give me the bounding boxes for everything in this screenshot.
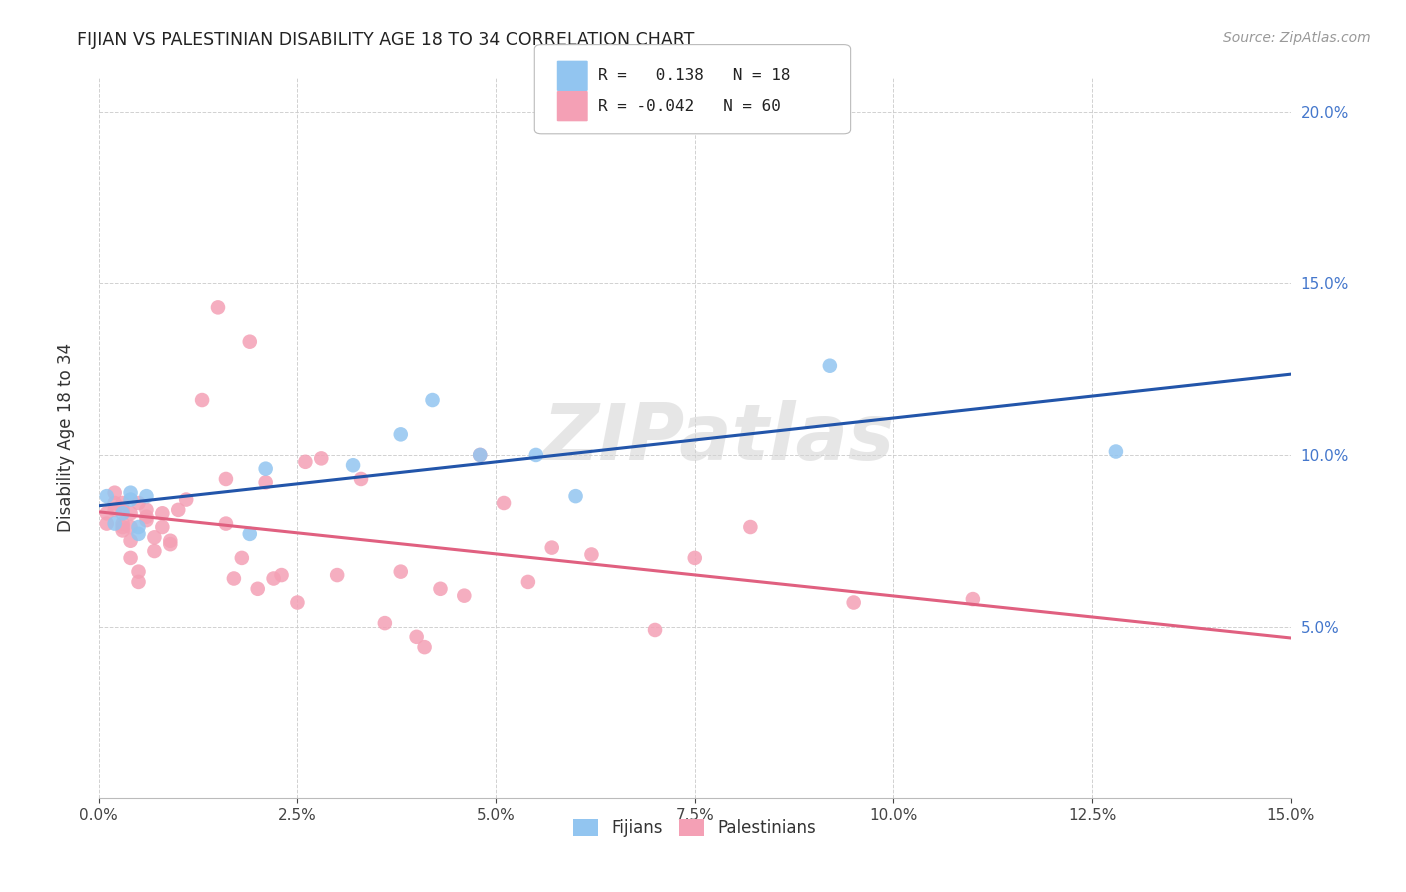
- Point: [429, 582, 451, 596]
- Point: [111, 520, 134, 534]
- Point: [492, 496, 515, 510]
- Point: [644, 623, 666, 637]
- Point: [128, 574, 150, 589]
- Point: [215, 472, 238, 486]
- Point: [135, 509, 157, 524]
- Point: [159, 533, 181, 548]
- Point: [96, 506, 118, 520]
- Point: [104, 496, 127, 510]
- Point: [962, 592, 984, 607]
- Point: [111, 503, 134, 517]
- Point: [263, 572, 285, 586]
- Point: [818, 359, 841, 373]
- Point: [104, 516, 127, 531]
- Point: [413, 640, 436, 654]
- Point: [135, 489, 157, 503]
- Point: [740, 520, 762, 534]
- Point: [111, 506, 134, 520]
- Point: [143, 530, 166, 544]
- Point: [120, 520, 142, 534]
- Point: [150, 506, 173, 520]
- Point: [191, 392, 214, 407]
- Point: [128, 520, 150, 534]
- Point: [374, 616, 396, 631]
- Point: [422, 392, 444, 407]
- Point: [215, 516, 238, 531]
- Point: [254, 475, 277, 490]
- Point: [524, 448, 547, 462]
- Point: [104, 503, 127, 517]
- Text: R = -0.042   N = 60: R = -0.042 N = 60: [598, 99, 780, 113]
- Point: [470, 448, 492, 462]
- Point: [96, 516, 118, 531]
- Point: [246, 582, 269, 596]
- Point: [1105, 444, 1128, 458]
- Y-axis label: Disability Age 18 to 34: Disability Age 18 to 34: [58, 343, 75, 533]
- Point: [326, 568, 349, 582]
- Point: [294, 455, 316, 469]
- Point: [104, 485, 127, 500]
- Point: [159, 537, 181, 551]
- Point: [231, 550, 253, 565]
- Point: [128, 527, 150, 541]
- Point: [405, 630, 427, 644]
- Point: [564, 489, 586, 503]
- Point: [174, 492, 197, 507]
- Point: [120, 506, 142, 520]
- Point: [311, 451, 333, 466]
- Point: [143, 544, 166, 558]
- Point: [842, 595, 865, 609]
- Point: [239, 527, 262, 541]
- Point: [120, 485, 142, 500]
- Point: [239, 334, 262, 349]
- Point: [120, 492, 142, 507]
- Text: Source: ZipAtlas.com: Source: ZipAtlas.com: [1223, 31, 1371, 45]
- Point: [222, 572, 245, 586]
- Point: [581, 548, 603, 562]
- Point: [540, 541, 562, 555]
- Point: [350, 472, 373, 486]
- Point: [96, 489, 118, 503]
- Text: R =   0.138   N = 18: R = 0.138 N = 18: [598, 69, 790, 83]
- Point: [120, 533, 142, 548]
- Text: ZIPatlas: ZIPatlas: [543, 400, 894, 475]
- Point: [287, 595, 309, 609]
- Legend: Fijians, Palestinians: Fijians, Palestinians: [567, 813, 824, 844]
- Point: [470, 448, 492, 462]
- Point: [270, 568, 292, 582]
- Point: [342, 458, 364, 473]
- Point: [111, 524, 134, 538]
- Point: [111, 496, 134, 510]
- Point: [128, 565, 150, 579]
- Point: [128, 496, 150, 510]
- Point: [135, 503, 157, 517]
- Point: [120, 550, 142, 565]
- Point: [389, 427, 412, 442]
- Text: FIJIAN VS PALESTINIAN DISABILITY AGE 18 TO 34 CORRELATION CHART: FIJIAN VS PALESTINIAN DISABILITY AGE 18 …: [77, 31, 695, 49]
- Point: [254, 461, 277, 475]
- Point: [167, 503, 190, 517]
- Point: [135, 513, 157, 527]
- Point: [683, 550, 706, 565]
- Point: [453, 589, 475, 603]
- Point: [389, 565, 412, 579]
- Point: [207, 301, 229, 315]
- Point: [150, 520, 173, 534]
- Point: [516, 574, 538, 589]
- Point: [111, 516, 134, 531]
